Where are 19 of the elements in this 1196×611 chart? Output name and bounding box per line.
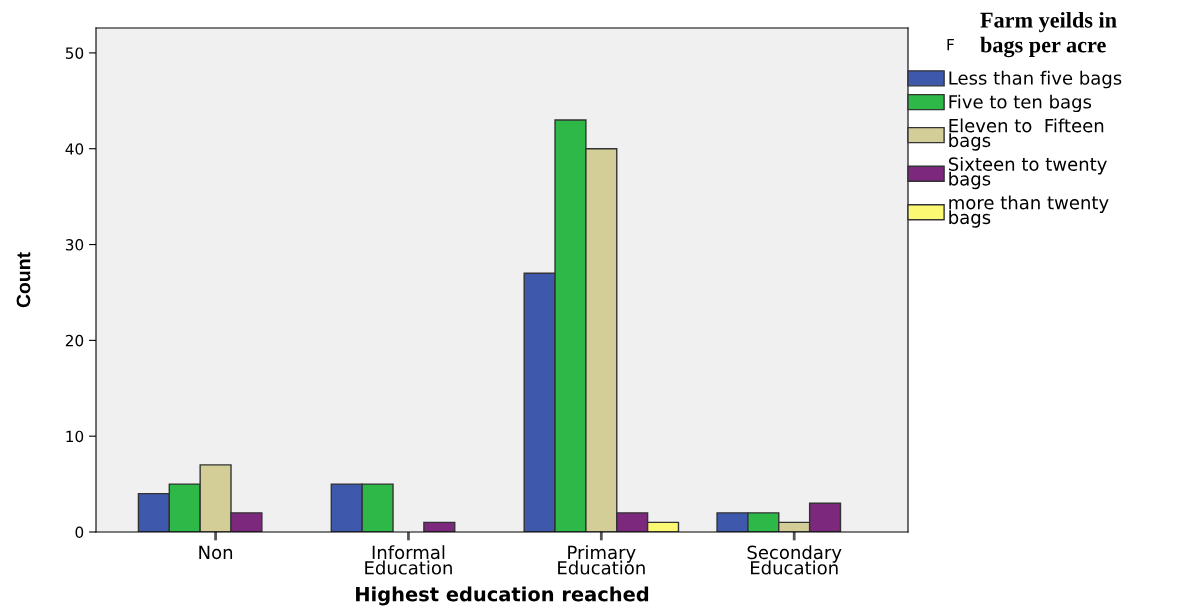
y-tick-label: 0 <box>75 526 84 539</box>
text: F <box>947 39 954 51</box>
y-tick-label: 10 <box>66 430 84 443</box>
y-tick-label: 20 <box>65 334 84 347</box>
x-tick-label: Primary Education <box>558 545 645 575</box>
legend-label: Sixteen to twenty bags <box>948 156 1107 190</box>
x-tick-label: Secondary Education <box>747 545 842 575</box>
legend-label: more than twenty bags <box>949 195 1109 228</box>
y-tick-label: 40 <box>65 143 84 155</box>
x-axis-title: Highest education reached <box>356 586 649 606</box>
y-tick-label: 30 <box>65 239 84 251</box>
legend-label: Eleven to Fifteen bags <box>949 118 1104 151</box>
legend-title: Farm yeilds in bags per acre <box>980 12 1117 58</box>
legend-label: Less than five bags <box>949 70 1122 89</box>
x-tick-label: Informal Education <box>365 545 452 575</box>
y-tick-label: 50 <box>65 47 84 59</box>
x-tick-label: Non <box>199 545 233 560</box>
legend-label: Five to ten bags <box>949 94 1092 113</box>
y-axis-title: Count <box>16 252 31 308</box>
